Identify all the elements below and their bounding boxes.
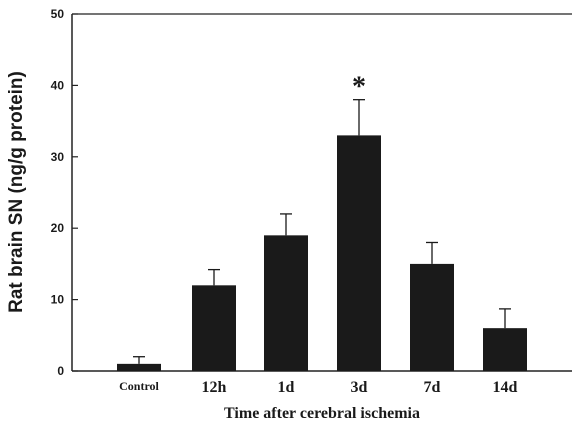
x-tick-label: 1d [278,379,295,396]
x-tick-label: 7d [424,379,441,396]
bar-control [117,363,161,371]
y-tick-label: 50 [51,7,65,21]
x-axis: Control 12h 1d 3d 7d 14d [119,379,517,396]
x-tick-label: 14d [493,379,518,396]
y-tick-label: 10 [51,293,65,307]
x-tick-label: 3d [351,379,368,396]
y-tick-label: 0 [57,364,64,378]
bars [117,135,527,371]
y-axis: 0 10 20 30 40 50 [51,7,78,378]
bar-1d [264,235,308,371]
x-axis-label: Time after cerebral ischemia [224,405,420,422]
error-bars [133,99,511,364]
x-tick-label: Control [119,379,159,393]
bar-3d [337,135,381,371]
x-tick-label: 12h [202,379,227,396]
y-tick-label: 30 [51,150,65,164]
plot-frame [71,13,572,372]
y-tick-label: 20 [51,221,65,235]
significance-asterisk: * [352,72,366,103]
y-axis-label: Rat brain SN (ng/g protein) [6,71,27,313]
bar-7d [410,263,454,371]
bar-14d [483,328,527,371]
annotations: * [352,72,366,103]
bar-12h [192,285,236,371]
y-tick-label: 40 [51,78,65,92]
